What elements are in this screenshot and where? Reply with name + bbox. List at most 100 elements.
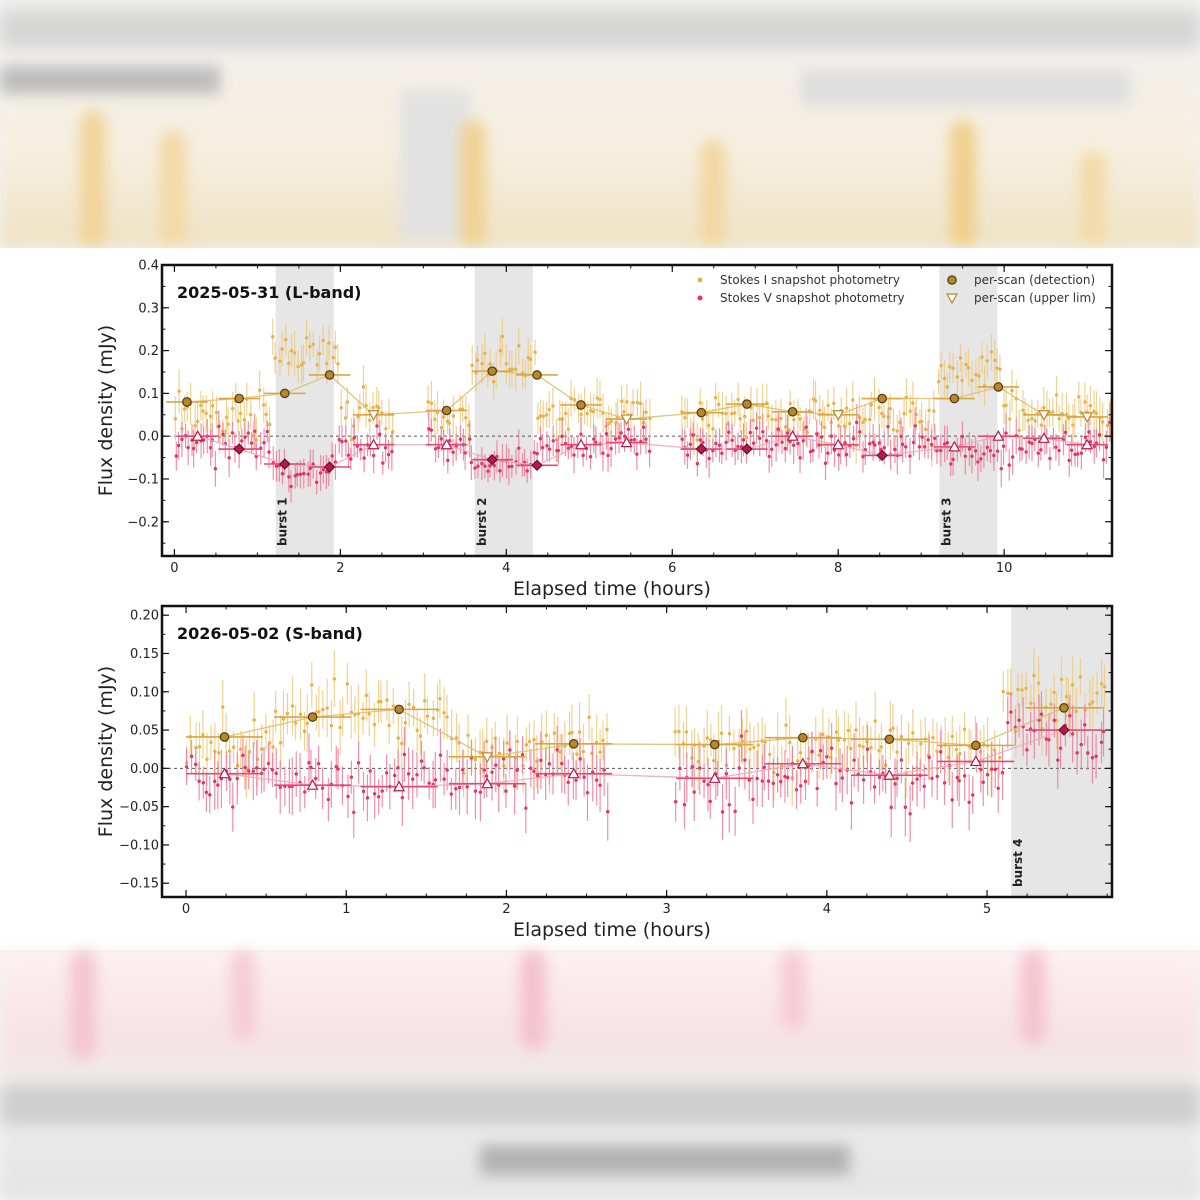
- snapshot-point: [208, 793, 212, 797]
- snapshot-point: [880, 411, 884, 416]
- snapshot-point: [973, 449, 978, 453]
- snapshot-point: [682, 802, 687, 807]
- snapshot-point: [566, 446, 570, 450]
- snapshot-point: [403, 721, 408, 725]
- scan-detection-marker: [323, 461, 336, 473]
- snapshot-point: [810, 749, 814, 754]
- snapshot-point: [732, 746, 736, 751]
- snapshot-point: [425, 714, 430, 718]
- snapshot-point: [1030, 416, 1034, 421]
- snapshot-point: [271, 745, 275, 749]
- snapshot-point: [575, 752, 579, 756]
- snapshot-point: [436, 445, 441, 450]
- snapshot-point: [544, 733, 548, 738]
- snapshot-point: [761, 430, 765, 434]
- snapshot-point: [716, 402, 721, 407]
- snapshot-point: [783, 425, 788, 429]
- snapshot-point: [289, 484, 293, 489]
- scan-detection-marker: [279, 388, 290, 399]
- snapshot-point: [1006, 691, 1010, 695]
- snapshot-point: [560, 761, 564, 766]
- burst-region: [474, 265, 533, 556]
- snapshot-point: [577, 730, 582, 734]
- burst-label: burst 2: [475, 498, 489, 546]
- snapshot-point: [915, 777, 919, 781]
- snapshot-point: [241, 753, 245, 758]
- snapshot-point: [585, 790, 590, 795]
- scan-upper-limit-marker: [191, 429, 204, 441]
- snapshot-point: [361, 385, 366, 389]
- snapshot-point: [641, 425, 646, 429]
- snapshot-point: [579, 412, 583, 417]
- snapshot-point: [766, 414, 771, 418]
- snapshot-point: [265, 429, 270, 434]
- snapshot-point: [426, 400, 430, 404]
- snapshot-point: [1029, 701, 1033, 705]
- snapshot-point: [478, 790, 483, 794]
- snapshot-point: [201, 781, 206, 785]
- snapshot-point: [724, 772, 729, 776]
- snapshot-point: [377, 406, 381, 410]
- snapshot-point: [552, 731, 556, 735]
- snapshot-point: [609, 419, 614, 423]
- snapshot-point: [1026, 418, 1030, 423]
- snapshot-point: [235, 776, 239, 781]
- snapshot-point: [838, 768, 842, 773]
- snapshot-point: [604, 432, 609, 436]
- snapshot-point: [714, 441, 718, 446]
- snapshot-point: [253, 429, 257, 433]
- y-tick-label: 0.20: [130, 609, 159, 624]
- snapshot-point: [939, 364, 943, 368]
- snapshot-point: [929, 442, 934, 447]
- snapshot-point: [933, 436, 937, 441]
- snapshot-point: [1083, 723, 1087, 727]
- snapshot-point: [482, 768, 486, 772]
- snapshot-point: [380, 410, 384, 415]
- snapshot-point: [964, 362, 968, 367]
- snapshot-point: [321, 338, 325, 343]
- snapshot-point: [869, 403, 873, 407]
- snapshot-point: [454, 736, 459, 740]
- snapshot-point: [464, 416, 468, 420]
- snapshot-point: [290, 704, 295, 708]
- snapshot-point: [352, 436, 356, 440]
- snapshot-point: [473, 789, 478, 793]
- snapshot-point: [1088, 403, 1093, 408]
- snapshot-point: [626, 427, 630, 432]
- snapshot-point: [578, 757, 582, 761]
- snapshot-point: [724, 411, 728, 416]
- snapshot-point: [757, 415, 762, 420]
- snapshot-point: [855, 420, 859, 425]
- snapshot-point: [433, 447, 438, 451]
- scan-detection-marker: [307, 712, 318, 722]
- snapshot-point: [698, 766, 702, 770]
- snapshot-point: [993, 358, 997, 363]
- snapshot-point: [1057, 448, 1061, 453]
- snapshot-point: [629, 438, 633, 442]
- snapshot-point: [888, 728, 893, 732]
- snapshot-point: [285, 711, 290, 716]
- snapshot-point: [302, 471, 306, 476]
- snapshot-point: [1008, 417, 1012, 421]
- snapshot-point: [857, 743, 862, 748]
- snapshot-point: [271, 335, 275, 339]
- snapshot-point: [644, 410, 648, 414]
- snapshot-point: [1095, 691, 1099, 695]
- scan-detection-marker: [279, 458, 291, 470]
- snapshot-point: [910, 781, 915, 785]
- snapshot-point: [785, 775, 790, 780]
- snapshot-point: [191, 446, 196, 451]
- snapshot-point: [438, 753, 443, 757]
- snapshot-point: [532, 769, 536, 773]
- snapshot-point: [429, 428, 434, 432]
- snapshot-point: [803, 779, 808, 784]
- snapshot-point: [356, 415, 360, 419]
- snapshot-point: [995, 366, 999, 370]
- snapshot-point: [381, 461, 385, 465]
- y-tick-label: 0.1: [138, 387, 159, 402]
- scan-detection-marker: [709, 739, 720, 750]
- snapshot-point: [733, 411, 737, 415]
- snapshot-point: [305, 721, 309, 726]
- snapshot-point: [908, 409, 912, 413]
- snapshot-point: [327, 341, 331, 345]
